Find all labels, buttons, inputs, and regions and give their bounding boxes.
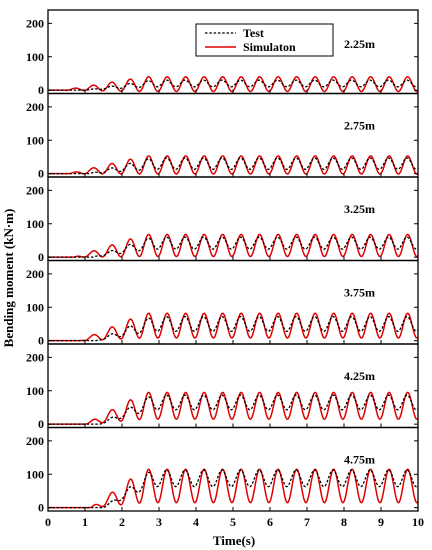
legend-sim-label: Simulaton xyxy=(243,40,296,54)
series-simulation-4.25m xyxy=(48,391,419,425)
panel-label-3.75m: 3.75m xyxy=(344,286,375,300)
y-tick-label: 200 xyxy=(26,434,44,448)
x-tick-label: 4 xyxy=(193,515,199,529)
y-tick-label: 200 xyxy=(26,16,44,30)
panel-2.75m: 0 100 200 2.75m xyxy=(26,92,419,181)
x-tick-label: 8 xyxy=(341,515,347,529)
y-tick-label: 200 xyxy=(26,100,44,114)
panel-label-4.75m: 4.75m xyxy=(344,453,375,467)
y-tick-label: 100 xyxy=(26,50,44,64)
panel-frame xyxy=(47,259,419,345)
y-tick-label: 100 xyxy=(26,467,44,481)
panel-label-3.25m: 3.25m xyxy=(344,202,375,216)
y-tick-label: 0 xyxy=(38,417,44,431)
y-tick-label: 100 xyxy=(26,384,44,398)
panel-4.25m: 0 100 200 4.25m xyxy=(26,343,419,431)
panel-label-2.25m: 2.25m xyxy=(344,37,375,51)
panel-frame xyxy=(47,92,419,178)
x-tick-label: 7 xyxy=(304,515,310,529)
x-tick-label: 9 xyxy=(378,515,384,529)
series-test-2.75m xyxy=(48,157,419,175)
panels-group: 0 100 200 2.25m 0 100 200 2.75m 0 100 200 3.25m 0 100… xyxy=(26,9,419,515)
x-tick-label: 6 xyxy=(267,515,273,529)
series-test-4.75m xyxy=(48,469,419,509)
series-simulation-3.25m xyxy=(48,233,419,258)
panel-4.75m: 0 100 200 4.75m xyxy=(26,426,419,515)
y-tick-label: 100 xyxy=(26,300,44,314)
panel-frame xyxy=(47,343,419,429)
series-simulation-2.25m xyxy=(48,76,419,93)
y-tick-label: 0 xyxy=(38,83,44,97)
y-tick-label: 0 xyxy=(38,334,44,348)
y-tick-label: 0 xyxy=(38,167,44,181)
panel-frame xyxy=(47,426,419,512)
x-tick-label: 1 xyxy=(82,515,88,529)
legend: Test Simulaton xyxy=(195,23,334,57)
y-tick-label: 200 xyxy=(26,183,44,197)
y-tick-label: 200 xyxy=(26,350,44,364)
x-axis-title: Time(s) xyxy=(213,533,255,548)
x-tick-label: 2 xyxy=(119,515,125,529)
series-simulation-2.75m xyxy=(48,155,419,175)
series-simulation-3.75m xyxy=(48,312,419,342)
panel-3.25m: 0 100 200 3.25m xyxy=(26,176,419,264)
y-tick-label: 100 xyxy=(26,133,44,147)
y-axis-title: Bending moment (kN·m) xyxy=(1,209,16,348)
series-test-4.25m xyxy=(48,394,419,425)
y-tick-label: 200 xyxy=(26,267,44,281)
panel-3.75m: 0 100 200 3.75m xyxy=(26,259,419,348)
panel-2.25m: 0 100 200 2.25m xyxy=(26,9,419,97)
y-tick-label: 100 xyxy=(26,217,44,231)
legend-test-label: Test xyxy=(243,26,264,40)
x-tick-label: 3 xyxy=(156,515,162,529)
panel-label-2.75m: 2.75m xyxy=(344,119,375,133)
y-tick-label: 0 xyxy=(38,501,44,515)
series-test-3.25m xyxy=(48,236,419,258)
x-tick-label: 10 xyxy=(412,515,424,529)
x-tick-label: 5 xyxy=(230,515,236,529)
x-axis-ticks: 0 1 2 3 4 5 6 7 8 9 10 xyxy=(45,515,424,529)
series-simulation-4.75m xyxy=(48,468,419,509)
y-tick-label: 0 xyxy=(38,250,44,264)
legend-box xyxy=(195,23,334,57)
series-test-2.25m xyxy=(48,79,419,91)
x-tick-label: 0 xyxy=(45,515,51,529)
panel-label-4.25m: 4.25m xyxy=(344,369,375,383)
